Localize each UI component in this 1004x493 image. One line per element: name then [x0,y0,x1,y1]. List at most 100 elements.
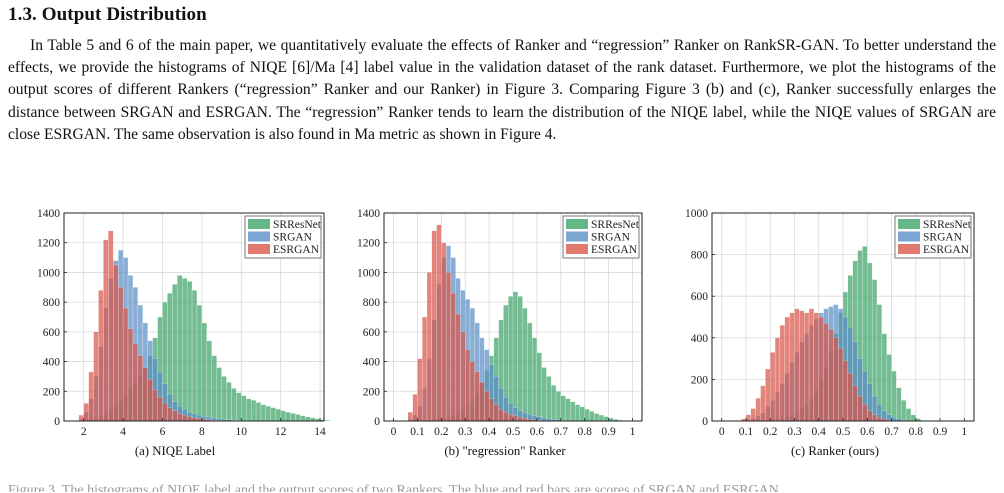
legend-swatch-esrgan [898,244,920,254]
bar-esrgan [182,414,188,422]
bar-srgan [891,417,897,422]
bar-srresnet [305,416,311,422]
x-tick-label: 0.8 [577,426,592,438]
y-tick-label: 800 [691,250,709,262]
bar-esrgan [750,408,756,422]
bar-srresnet [260,404,267,422]
bar-srresnet [216,367,222,422]
bar-srresnet [300,415,306,422]
bar-srresnet [246,398,252,422]
y-tick-label: 600 [43,327,61,339]
figure-panel-c: 0 200 400 600 800 1000 0 0.1 0.2 0.3 0.4 0.5 0.6 0.7 0… [668,203,1002,465]
bar-esrgan [78,414,84,422]
bar-esrgan [847,373,853,422]
figure-caption-footline: Figure 3. The histograms of NIQE label a… [8,483,783,492]
bar-esrgan [122,307,129,422]
bar-esrgan [862,404,868,422]
legend-swatch-srresnet [248,219,270,229]
x-tick-label: 0.9 [601,426,616,438]
bar-srresnet [265,406,271,422]
bar-srresnet [598,414,604,422]
bar-esrgan [460,331,466,422]
bar-srresnet [231,388,237,422]
x-tick-label: 6 [160,426,166,438]
bar-esrgan [98,290,104,422]
y-tick-label: 800 [363,297,381,309]
bar-esrgan [745,414,751,422]
y-tick-label: 1000 [685,208,708,220]
bar-esrgan [770,352,776,422]
bar-srresnet [241,395,247,422]
bar-esrgan [804,312,810,422]
bar-srresnet [589,411,595,422]
bar-esrgan [422,316,428,422]
y-tick-label: 400 [691,333,709,345]
bar-srresnet [177,275,183,422]
x-tick-label: 0.1 [410,426,425,438]
bar-esrgan [113,264,119,422]
bar-esrgan [823,323,829,422]
x-tick-label: 0.6 [860,426,875,438]
bar-srresnet [236,392,242,422]
x-tick-label: 0.3 [458,426,473,438]
bar-esrgan [852,385,858,422]
x-tick-label: 0.7 [554,426,569,438]
y-tick-label: 1400 [37,208,60,220]
body-paragraph: In Table 5 and 6 of the main paper, we q… [8,37,996,143]
bar-srresnet [876,304,882,422]
bar-esrgan [132,343,138,422]
bar-srresnet [517,296,523,422]
bar-esrgan [857,395,863,422]
legend-swatch-srgan [248,231,270,242]
legend-label-srresnet: SRResNet [273,219,322,231]
bar-srresnet [522,307,528,422]
bar-srresnet [285,411,291,422]
y-tick-label: 800 [43,297,61,309]
x-tick-label: 10 [236,426,248,438]
bar-srresnet [186,281,193,422]
bar-esrgan [445,272,452,422]
y-tick-label: 600 [691,291,709,303]
bar-srresnet [896,387,902,422]
bar-srresnet [541,367,547,422]
bar-srresnet [295,414,301,422]
bar-srresnet [270,407,276,422]
y-tick-label: 1000 [357,267,380,279]
bar-esrgan [455,313,461,422]
y-tick-label: 600 [363,327,381,339]
bar-esrgan [512,415,518,422]
x-tick-label: 1 [630,426,636,438]
bar-srresnet [891,370,897,422]
bar-esrgan [828,329,834,422]
x-tick-label: 0.5 [836,426,851,438]
bar-srresnet [280,410,286,422]
bar-srresnet [191,290,198,422]
bar-srresnet [574,404,581,422]
bar-esrgan [412,394,418,422]
bar-srresnet [560,395,566,422]
bar-srresnet [603,416,609,422]
bar-srresnet [221,376,227,422]
bar-esrgan [503,411,509,422]
x-tick-label: 4 [120,426,126,438]
bar-esrgan [808,308,815,422]
y-tick-label: 1200 [357,238,380,250]
bar-srresnet [905,408,912,422]
bar-srresnet [546,376,552,422]
x-tick-label: 0.2 [434,426,449,438]
y-tick-label: 1200 [37,238,60,250]
legend-label-srgan: SRGAN [273,232,313,244]
bar-srresnet [206,340,212,422]
x-tick-label: 8 [199,426,205,438]
bar-esrgan [172,410,178,422]
bar-esrgan [431,230,437,422]
bar-esrgan [127,328,134,422]
bar-esrgan [450,293,456,422]
legend-label-esrgan: ESRGAN [273,244,320,256]
bar-esrgan [177,413,183,422]
histogram-regression-ranker: 0 200 400 600 800 1000 1200 1400 0 0.1 0.2 0.3 0.4 0.… [357,208,643,438]
figure-panel-b: 0 200 400 600 800 1000 1200 1400 0 0.1 0.2 0.3 0.4 0.… [338,203,672,465]
bar-esrgan [789,312,795,422]
